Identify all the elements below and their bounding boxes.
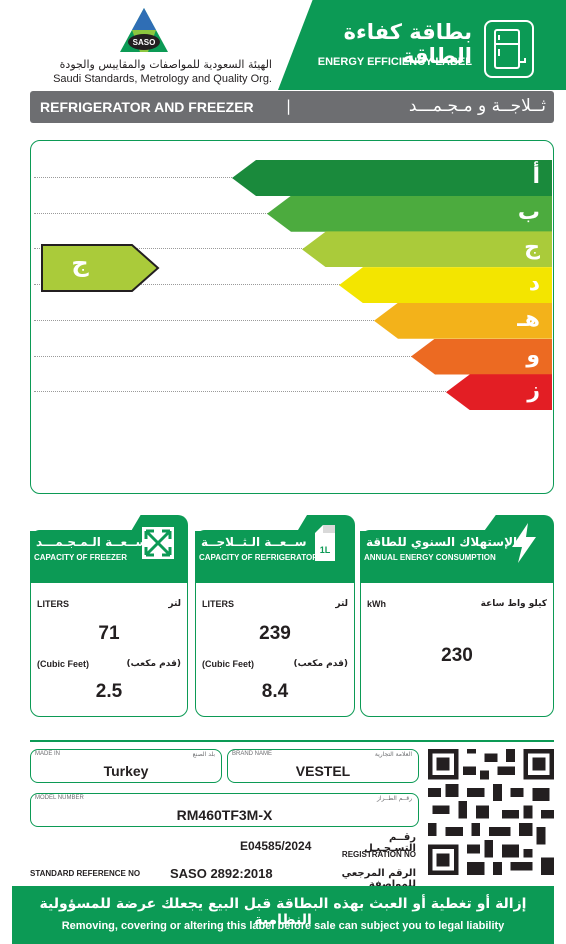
refrigerator-title-arabic: ســعــة الـثــلاجــة [201,535,307,549]
legal-warning-banner [12,886,554,944]
refrigerator-capacity-box: ســعــة الـثــلاجــة CAPACITY OF REFRIGE… [195,515,355,717]
freezer-cubic-value: 2.5 [95,681,123,702]
refrigerator-cubic-label: (Cubic Feet) [202,659,255,669]
rating-guide-line [34,355,550,357]
org-name-arabic: الهيئة السعودية للمواصفات والمقاييس والج… [59,58,272,71]
freezer-cubic-label: (Cubic Feet) [37,659,90,669]
registration-number-value: E04585/2024 [240,839,312,853]
energy-title-english: ANNUAL ENERGY CONSUMPTION [364,553,496,562]
category-separator: | [286,97,292,115]
qr-code-icon[interactable] [428,749,554,875]
refrigerator-title-english: CAPACITY OF REFRIGERATOR [199,553,318,562]
standard-reference-label: STANDARD REFERENCE NO [30,869,141,878]
category-english: REFRIGERATOR AND FREEZER [40,99,254,115]
refrigerator-liters-label: LITERS [202,599,235,609]
energy-consumption-header: الإستهلاك السنوي للطاقة ANNUAL ENERGY CO… [360,515,554,583]
category-bar [30,91,554,123]
freezer-expand-icon [142,527,174,559]
brand-name-value: VESTEL [295,763,351,779]
brand-name-field: BRAND NAME العلامة التجارية VESTEL [227,749,419,783]
freezer-title-arabic: ســعــة الـمـجـمـــد [36,535,148,549]
made-in-value: Turkey [103,763,149,779]
model-number-label-arabic: رقــم الطــراز [377,795,412,802]
section-divider [30,740,554,742]
legal-warning-arabic: إزالة أو تغطية أو العبث بهذه البطاقة قبل… [39,896,527,928]
rating-bar: ز [446,374,552,411]
energy-unit-label: kWh [367,599,386,609]
rating-bar: ج [302,231,552,268]
rating-guide-line [34,391,550,393]
saso-logo-text: SASO [133,38,156,47]
selected-rating-arrow [41,244,160,292]
rating-bar: هـ [374,302,552,339]
energy-consumption-value: 230 [441,645,473,666]
energy-consumption-box: الإستهلاك السنوي للطاقة ANNUAL ENERGY CO… [360,515,554,717]
refrigerator-liters-label-arabic: لتر [335,599,348,609]
energy-title-arabic: الإستهلاك السنوي للطاقة [366,535,518,549]
freezer-capacity-box: ســعــة الـمـجـمـــد CAPACITY OF FREEZER… [30,515,188,717]
freezer-liters-label-arabic: لتر [168,599,181,609]
energy-unit-label-arabic: كيلو واط ساعة [480,599,547,609]
refrigerator-capacity-header: ســعــة الـثــلاجــة CAPACITY OF REFRIGE… [195,515,355,583]
rating-bar: ب [267,195,552,232]
selected-rating-letter: ج [71,249,89,277]
milk-carton-icon: 1L [315,525,335,561]
registration-number-label: REGISTRATION NO [341,850,416,859]
model-number-value: RM460TF3M-X [176,807,273,823]
rating-bar-letter: ج [524,235,540,261]
fridge-icon-frame [484,20,534,78]
made-in-field: MADE IN بلد الصنع Turkey [30,749,222,783]
refrigerator-cubic-label-arabic: (قدم مكعب) [293,659,349,669]
rating-guide-line [34,319,550,321]
registration-number-label-arabic: رقــم التسـجـيـل [364,832,416,854]
milk-carton-label: 1L [320,545,331,555]
rating-bar: أ [232,160,552,196]
refrigerator-cubic-value: 8.4 [261,681,289,702]
rating-guide-line [34,248,550,250]
made-in-label: MADE IN [35,751,61,757]
freezer-cubic-label-arabic: (قدم مكعب) [126,659,182,669]
category-arabic: ثــلاجــة و مـجـمـــد [408,96,546,116]
refrigerator-liters-value: 239 [259,623,291,644]
rating-bar-letter: هـ [517,306,540,332]
fridge-icon [494,29,526,69]
legal-warning-english: Removing, covering or altering this labe… [61,920,505,932]
saso-logo-icon: SASO [120,8,168,52]
rating-bar: و [411,338,552,375]
rating-bar-letter: د [528,271,540,297]
rating-bar: د [339,267,552,304]
model-number-field: MODEL NUMBER رقــم الطــراز RM460TF3M-X [30,793,419,827]
rating-bar-letter: و [526,342,540,368]
freezer-capacity-header: ســعــة الـمـجـمـــد CAPACITY OF FREEZER [30,515,188,583]
model-number-label: MODEL NUMBER [35,795,84,801]
rating-bar-letter: ز [527,378,540,404]
standard-reference-label-arabic: الرقم المرجعي للمواصفة [341,868,416,890]
rating-bar-letter: ب [517,199,540,225]
rating-scale-panel [30,140,554,494]
label-title-english: ENERGY EFFICIENCY LABEL [317,56,472,68]
rating-guide-line [34,284,550,286]
freezer-liters-label: LITERS [37,599,70,609]
brand-name-label: BRAND NAME [232,751,273,757]
brand-name-label-arabic: العلامة التجارية [374,751,412,758]
standard-reference-value: SASO 2892:2018 [170,866,273,881]
made-in-label-arabic: بلد الصنع [192,751,215,758]
freezer-liters-value: 71 [98,623,120,644]
org-name-english: Saudi Standards, Metrology and Quality O… [53,73,272,85]
label-title-arabic: بطاقة كفاءة الطاقة [343,20,472,68]
rating-bar-letter: أ [532,164,540,189]
lightning-icon [512,523,536,563]
freezer-title-english: CAPACITY OF FREEZER [34,553,128,562]
